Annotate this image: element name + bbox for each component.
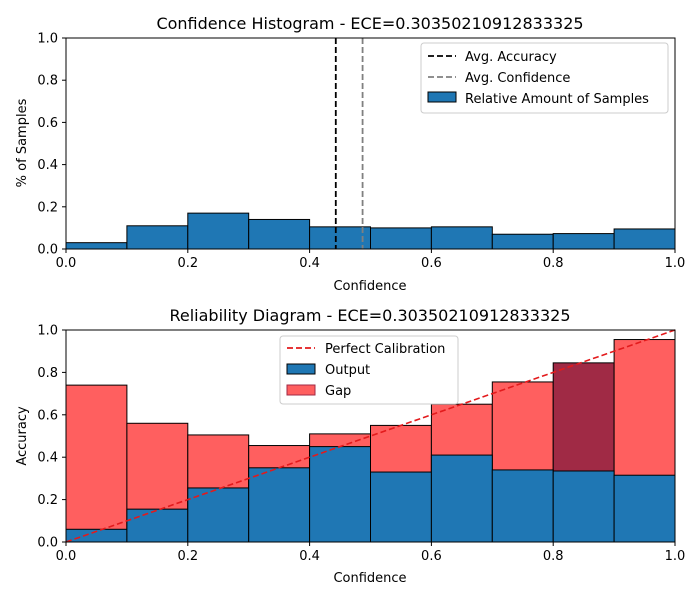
- histogram-ytick-label: 0.6: [37, 116, 58, 131]
- histogram-ytick-label: 0.8: [37, 74, 58, 89]
- legend-label-avg-accuracy: Avg. Accuracy: [465, 50, 557, 65]
- histogram-legend: Avg. Accuracy Avg. Confidence Relative A…: [420, 42, 669, 114]
- histogram-bar: [613, 228, 676, 250]
- histogram-title: Confidence Histogram - ECE=0.30350210912…: [156, 14, 583, 33]
- legend-swatch-gap: [286, 384, 316, 396]
- histogram-ytick-label: 0.4: [37, 158, 58, 173]
- histogram-bar: [187, 212, 250, 250]
- legend-swatch-relative-samples: [427, 91, 457, 103]
- reliability-xtick-label: 0.4: [299, 549, 320, 564]
- histogram-frame: [65, 37, 676, 250]
- histogram-mean-lines: [334, 38, 364, 249]
- output-bar: [491, 469, 554, 543]
- histogram-bar: [430, 226, 493, 250]
- reliability-ytick-label: 0.8: [37, 366, 58, 381]
- reliability-xtick-label: 0.0: [56, 549, 77, 564]
- reliability-ytick-label: 0.6: [37, 408, 58, 423]
- output-bar: [309, 446, 372, 543]
- histogram-xtick-label: 0.0: [56, 256, 77, 271]
- legend-label-output: Output: [325, 363, 370, 378]
- output-bar: [126, 508, 189, 543]
- legend-label-perfect-calibration: Perfect Calibration: [325, 342, 445, 357]
- reliability-legend: Perfect Calibration Output Gap: [279, 335, 459, 405]
- histogram-bar: [309, 226, 372, 250]
- output-bar: [430, 454, 493, 543]
- reliability-output-bars: [65, 446, 676, 543]
- histogram-bar: [126, 225, 189, 250]
- output-bar: [248, 467, 311, 543]
- histogram-ytick-label: 0.2: [37, 200, 58, 215]
- histogram-legend-box: [420, 42, 669, 114]
- reliability-ytick-label: 0.2: [37, 493, 58, 508]
- histogram-bar: [552, 233, 615, 250]
- histogram-y-ticks: 0.0 0.2 0.4 0.6 0.8 1.0: [37, 32, 66, 258]
- histogram-bar: [248, 218, 311, 250]
- output-bar: [613, 474, 676, 543]
- histogram-xtick-label: 0.4: [299, 256, 320, 271]
- output-bar: [370, 471, 432, 543]
- histogram-bar: [491, 233, 554, 250]
- histogram-ytick-label: 1.0: [37, 32, 58, 47]
- histogram-xtick-label: 0.6: [421, 256, 442, 271]
- reliability-ytick-label: 0.4: [37, 451, 58, 466]
- legend-swatch-output: [286, 363, 316, 375]
- histogram-xtick-label: 0.8: [543, 256, 564, 271]
- gap-bar: [65, 384, 128, 543]
- reliability-xtick-label: 0.8: [543, 549, 564, 564]
- reliability-x-ticks: 0.0 0.2 0.4 0.6 0.8 1.0: [56, 542, 686, 564]
- legend-label-avg-confidence: Avg. Confidence: [465, 71, 570, 86]
- reliability-diagram: Reliability Diagram - ECE=0.303502109128…: [15, 306, 685, 586]
- reliability-xtick-label: 1.0: [665, 549, 686, 564]
- histogram-ylabel: % of Samples: [15, 98, 30, 187]
- reliability-y-ticks: 0.0 0.2 0.4 0.6 0.8 1.0: [37, 324, 66, 551]
- histogram-bars: [65, 212, 676, 250]
- reliability-title: Reliability Diagram - ECE=0.303502109128…: [169, 306, 570, 325]
- reliability-legend-box: [279, 335, 459, 405]
- histogram-xtick-label: 0.2: [177, 256, 198, 271]
- reliability-xtick-label: 0.6: [421, 549, 442, 564]
- histogram-x-ticks: 0.0 0.2 0.4 0.6 0.8 1.0: [56, 249, 686, 271]
- histogram-xtick-label: 1.0: [665, 256, 686, 271]
- histogram-ytick-label: 0.0: [37, 243, 58, 258]
- reliability-xtick-label: 0.2: [177, 549, 198, 564]
- reliability-ytick-label: 0.0: [37, 536, 58, 551]
- output-bar: [187, 487, 250, 543]
- confidence-histogram: Confidence Histogram - ECE=0.30350210912…: [15, 14, 685, 294]
- histogram-bar: [370, 227, 432, 250]
- legend-label-gap: Gap: [325, 384, 351, 399]
- legend-label-relative-samples: Relative Amount of Samples: [465, 92, 649, 107]
- reliability-ytick-label: 1.0: [37, 324, 58, 339]
- histogram-bar: [65, 242, 128, 250]
- reliability-ylabel: Accuracy: [15, 406, 30, 466]
- reliability-frame: [65, 329, 676, 543]
- reliability-xlabel: Confidence: [333, 571, 406, 586]
- output-bar: [552, 470, 615, 543]
- histogram-xlabel: Confidence: [333, 279, 406, 294]
